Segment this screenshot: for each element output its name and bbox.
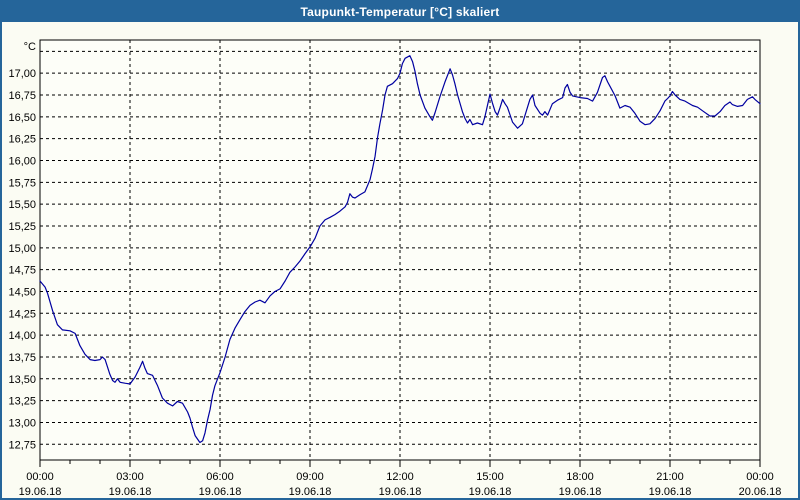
y-tick-label: 14,50 (8, 286, 36, 298)
x-tick-time-label: 00:00 (26, 471, 54, 483)
x-tick-time-label: 09:00 (296, 471, 324, 483)
y-tick-label: 15,75 (8, 177, 36, 189)
y-tick-label: 14,00 (8, 330, 36, 342)
y-tick-label: 14,75 (8, 265, 36, 277)
x-tick-time-label: 21:00 (656, 471, 684, 483)
x-tick-date-label: 19.06.18 (19, 486, 62, 498)
window-title: Taupunkt-Temperatur [°C] skaliert (2, 2, 798, 22)
y-tick-label: 13,50 (8, 374, 36, 386)
y-tick-label: 13,75 (8, 352, 36, 364)
x-tick-date-label: 19.06.18 (199, 486, 242, 498)
series-line-Taupunkt-Temperatur (39, 55, 761, 444)
x-tick-date-label: 19.06.18 (469, 486, 512, 498)
x-tick-date-label: 20.06.18 (739, 486, 782, 498)
y-tick-label: 16,75 (8, 90, 36, 102)
x-tick-date-label: 19.06.18 (289, 486, 332, 498)
y-tick-label: 13,00 (8, 417, 36, 429)
y-tick-label: 15,00 (8, 243, 36, 255)
x-tick-date-label: 19.06.18 (379, 486, 422, 498)
y-tick-label: 13,25 (8, 396, 36, 408)
y-tick-label: 16,00 (8, 155, 36, 167)
x-tick-time-label: 06:00 (206, 471, 234, 483)
y-axis-unit-label: °C (24, 41, 36, 53)
x-tick-time-label: 15:00 (476, 471, 504, 483)
x-tick-time-label: 03:00 (116, 471, 144, 483)
x-tick-date-label: 19.06.18 (109, 486, 152, 498)
y-tick-label: 17,00 (8, 68, 36, 80)
x-tick-date-label: 19.06.18 (649, 486, 692, 498)
y-tick-label: 14,25 (8, 308, 36, 320)
x-tick-time-label: 18:00 (566, 471, 594, 483)
x-tick-time-label: 12:00 (386, 471, 414, 483)
y-tick-label: 15,25 (8, 221, 36, 233)
chart-region: 17,00 16,75 16,50 16,25 16,00 15,75 15,50 15,25… (2, 22, 798, 498)
x-tick-date-label: 19.06.18 (559, 486, 602, 498)
x-tick-time-label: 00:00 (746, 471, 774, 483)
y-tick-label: 12,75 (8, 439, 36, 451)
dewpoint-line-chart: 17,00 16,75 16,50 16,25 16,00 15,75 15,50 15,25… (8, 39, 782, 498)
y-tick-label: 15,50 (8, 199, 36, 211)
y-tick-label: 16,50 (8, 112, 36, 124)
y-tick-label: 16,25 (8, 134, 36, 146)
